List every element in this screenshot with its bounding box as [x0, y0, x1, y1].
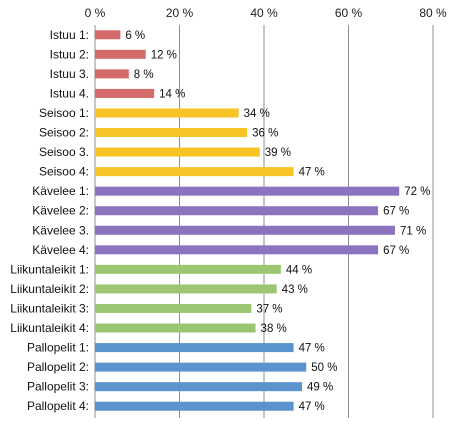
x-tick-label: 80 %: [419, 6, 447, 20]
data-label: 71 %: [400, 225, 426, 237]
category-label: Liikuntaleikit 2:: [10, 282, 89, 296]
data-labels: 6 % 12 % 8 % 14 % 34 % 36 % 39 % 47 % 72 % 67 % 71…: [125, 30, 430, 413]
bar: [95, 264, 281, 274]
category-label: Istuu 3.: [50, 67, 89, 81]
bar: [95, 343, 294, 353]
x-tick-label: 0 %: [85, 6, 106, 20]
category-label: Istuu 1:: [50, 28, 89, 42]
category-label: Seisoo 1:: [39, 106, 89, 120]
category-label: Kävelee 2:: [32, 204, 89, 218]
bar: [95, 108, 239, 118]
category-label: Istuu 4.: [50, 86, 89, 100]
data-label: 43 %: [282, 284, 308, 296]
category-label: Kävelee 3.: [32, 223, 89, 237]
data-label: 12 %: [151, 49, 177, 61]
bar: [95, 225, 395, 235]
bar: [95, 303, 252, 313]
category-label: Seisoo 2:: [39, 126, 89, 140]
category-label: Pallopelit 4:: [27, 399, 89, 413]
x-tick-label: 60 %: [335, 6, 363, 20]
data-label: 67 %: [383, 206, 409, 218]
data-label: 72 %: [404, 186, 430, 198]
category-label: Seisoo 4:: [39, 165, 89, 179]
bar: [95, 49, 146, 59]
category-label: Pallopelit 1:: [27, 341, 89, 355]
category-label: Pallopelit 2:: [27, 360, 89, 374]
data-label: 47 %: [299, 343, 325, 355]
data-label: 34 %: [244, 108, 270, 120]
x-tick-label: 20 %: [166, 6, 194, 20]
data-label: 39 %: [265, 147, 291, 159]
bar: [95, 206, 379, 216]
data-label: 14 %: [159, 88, 185, 100]
data-label: 44 %: [286, 264, 312, 276]
category-label: Kävelee 1:: [32, 184, 89, 198]
bar: [95, 147, 260, 157]
category-label: Liikuntaleikit 1:: [10, 262, 89, 276]
bar: [95, 186, 400, 196]
data-label: 67 %: [383, 245, 409, 257]
bar: [95, 128, 248, 138]
data-label: 49 %: [307, 382, 333, 394]
bar: [95, 401, 294, 411]
bar: [95, 362, 307, 372]
data-label: 38 %: [261, 323, 287, 335]
category-label: Istuu 2:: [50, 47, 89, 61]
bar: [95, 382, 303, 392]
category-label: Pallopelit 3:: [27, 380, 89, 394]
x-tick-label: 40 %: [250, 6, 278, 20]
category-labels: Istuu 1: Istuu 2: Istuu 3. Istuu 4. Seisoo 1…: [10, 28, 89, 413]
category-label: Liikuntaleikit 3:: [10, 301, 89, 315]
data-label: 47 %: [299, 401, 325, 413]
data-label: 50 %: [311, 362, 337, 374]
bar: [95, 284, 277, 294]
bar: [95, 167, 294, 177]
bar: [95, 323, 256, 333]
x-axis-ticks: 0 % 20 % 40 % 60 % 80 %: [85, 6, 447, 20]
bar: [95, 69, 129, 79]
category-label: Liikuntaleikit 4:: [10, 321, 89, 335]
bar: [95, 88, 155, 98]
data-label: 36 %: [252, 128, 278, 140]
data-label: 47 %: [299, 167, 325, 179]
category-label: Seisoo 3.: [39, 145, 89, 159]
grid-lines: [94, 25, 434, 418]
data-label: 37 %: [256, 303, 282, 315]
category-label: Kävelee 4:: [32, 243, 89, 257]
bars: [95, 30, 400, 411]
bar: [95, 245, 379, 255]
bar: [95, 30, 121, 40]
data-label: 8 %: [134, 69, 154, 81]
data-label: 6 %: [125, 30, 145, 42]
